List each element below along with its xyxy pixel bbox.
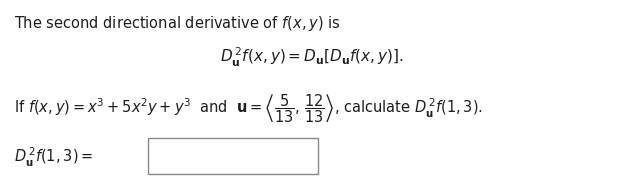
Text: If $f(x, y) = x^3 + 5x^2y + y^3$  and  $\mathbf{u} = \left\langle \dfrac{5}{13},: If $f(x, y) = x^3 + 5x^2y + y^3$ and $\m…: [14, 92, 483, 125]
Text: The second directional derivative of $f(x, y)$ is: The second directional derivative of $f(…: [14, 14, 341, 33]
FancyBboxPatch shape: [148, 138, 318, 174]
Text: $D_{\mathbf{u}}^{\,2}f(x, y) = D_{\mathbf{u}}\left[D_{\mathbf{u}}f(x, y)\right].: $D_{\mathbf{u}}^{\,2}f(x, y) = D_{\mathb…: [220, 46, 404, 69]
Text: $D_{\mathbf{u}}^{\,2}f(1, 3) =$: $D_{\mathbf{u}}^{\,2}f(1, 3) =$: [14, 146, 93, 169]
